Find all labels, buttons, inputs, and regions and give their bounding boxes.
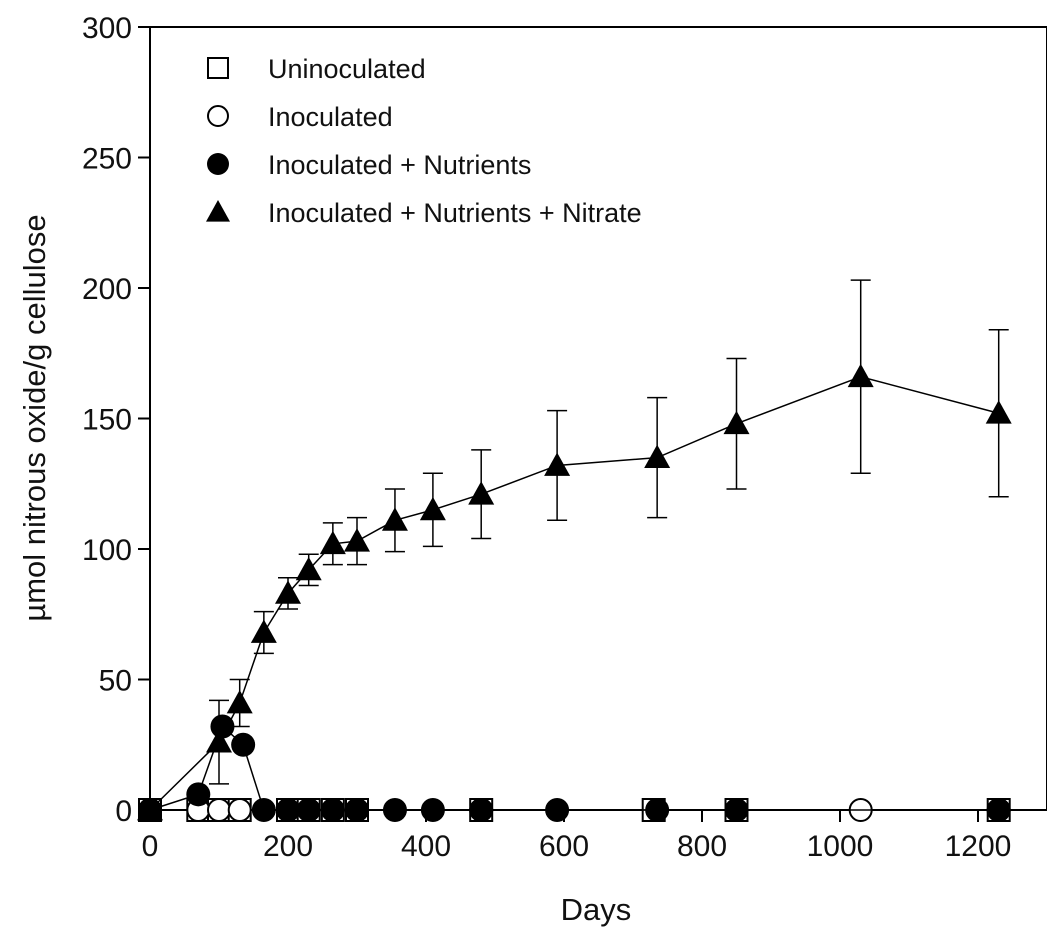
data-point-triangle xyxy=(206,729,232,753)
data-point-circle xyxy=(276,798,300,822)
legend-label: Inoculated xyxy=(268,102,393,132)
series-line xyxy=(149,725,999,811)
data-point-triangle xyxy=(206,200,230,222)
data-point-triangle xyxy=(344,528,370,552)
y-axis-label: µmol nitrous oxide/g cellulose xyxy=(17,214,52,621)
data-point-circle xyxy=(345,798,369,822)
y-tick-label: 150 xyxy=(82,404,132,437)
data-point-circle xyxy=(320,798,345,822)
legend-label: Uninoculated xyxy=(268,54,426,84)
data-point-triangle xyxy=(250,619,277,643)
data-point-open-circle xyxy=(207,105,229,127)
data-point-triangle xyxy=(275,580,301,604)
data-point-circle xyxy=(296,798,321,822)
data-point-square xyxy=(207,57,229,79)
data-point-triangle xyxy=(319,530,346,555)
x-tick-label: 0 xyxy=(142,830,159,863)
data-point-circle xyxy=(645,798,670,822)
data-point-circle xyxy=(545,798,570,822)
data-point-triangle xyxy=(468,481,495,505)
x-tick-label: 200 xyxy=(263,830,313,863)
x-tick-label: 400 xyxy=(401,830,451,863)
x-tick-label: 600 xyxy=(539,830,589,863)
x-axis-label: Days xyxy=(561,892,632,927)
data-point-circle xyxy=(251,798,276,822)
series-layer xyxy=(137,279,1012,822)
data-point-circle xyxy=(469,798,494,822)
x-tick-label: 800 xyxy=(677,830,727,863)
data-point-triangle xyxy=(847,363,874,388)
data-point-triangle xyxy=(226,689,253,714)
y-tick-label: 50 xyxy=(99,665,132,698)
y-axis: 0 50 100 150 200 250 300 xyxy=(82,12,150,828)
data-point-open-circle xyxy=(207,798,231,822)
data-point-triangle xyxy=(419,496,446,521)
series-line xyxy=(149,375,999,811)
data-point-circle xyxy=(420,798,445,822)
data-point-circle xyxy=(231,732,256,757)
series-4 xyxy=(137,279,1012,821)
series-3 xyxy=(138,714,1011,822)
data-point-circle xyxy=(207,153,229,175)
x-tick-label: 1200 xyxy=(945,830,1012,863)
x-tick-label: 1000 xyxy=(807,830,874,863)
y-tick-label: 200 xyxy=(82,273,132,306)
data-point-circle xyxy=(210,714,235,739)
legend-label: Inoculated + Nutrients xyxy=(268,150,531,180)
legend: Uninoculated Inoculated Inoculated + Nutri… xyxy=(206,54,642,228)
data-point-open-circle xyxy=(227,798,252,822)
data-point-triangle xyxy=(723,410,750,435)
data-point-triangle xyxy=(295,556,322,581)
data-point-triangle xyxy=(137,797,163,821)
data-point-triangle xyxy=(544,452,571,476)
x-axis: 0 200 400 600 800 1000 1200 xyxy=(142,810,1012,863)
data-point-triangle xyxy=(381,507,408,531)
legend-label: Inoculated + Nutrients + Nitrate xyxy=(268,198,642,228)
plot-area-frame xyxy=(149,26,1047,811)
y-tick-label: 100 xyxy=(82,534,132,567)
data-point-circle xyxy=(186,782,211,807)
y-tick-label: 250 xyxy=(82,143,132,176)
data-point-circle xyxy=(986,798,1011,822)
data-point-circle xyxy=(724,798,749,822)
data-point-triangle xyxy=(985,400,1012,424)
y-tick-label: 0 xyxy=(115,795,132,828)
y-tick-label: 300 xyxy=(82,12,132,45)
data-point-triangle xyxy=(644,444,671,469)
data-point-circle xyxy=(382,798,407,822)
